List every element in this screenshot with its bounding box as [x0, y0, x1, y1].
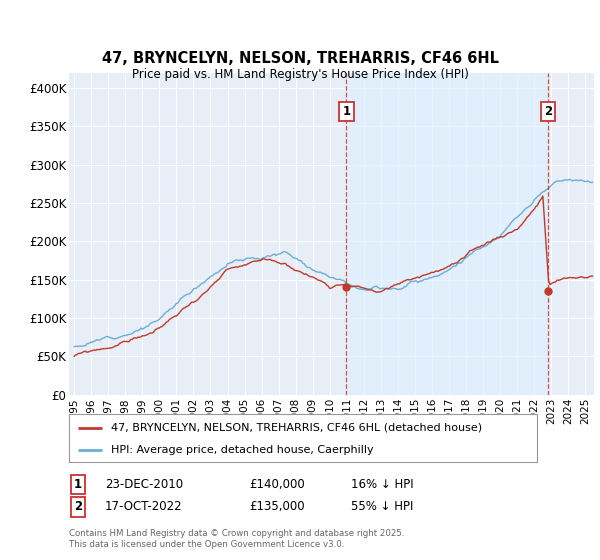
Text: 1: 1	[343, 105, 350, 118]
Text: 1: 1	[74, 478, 82, 491]
Text: 2: 2	[74, 500, 82, 514]
Text: £135,000: £135,000	[249, 500, 305, 514]
Text: £140,000: £140,000	[249, 478, 305, 491]
Text: HPI: Average price, detached house, Caerphilly: HPI: Average price, detached house, Caer…	[111, 445, 374, 455]
Text: 16% ↓ HPI: 16% ↓ HPI	[351, 478, 413, 491]
Text: Price paid vs. HM Land Registry's House Price Index (HPI): Price paid vs. HM Land Registry's House …	[131, 68, 469, 81]
Text: 47, BRYNCELYN, NELSON, TREHARRIS, CF46 6HL: 47, BRYNCELYN, NELSON, TREHARRIS, CF46 6…	[101, 50, 499, 66]
Text: 2: 2	[544, 105, 552, 118]
Text: 55% ↓ HPI: 55% ↓ HPI	[351, 500, 413, 514]
Text: 23-DEC-2010: 23-DEC-2010	[105, 478, 183, 491]
Text: 47, BRYNCELYN, NELSON, TREHARRIS, CF46 6HL (detached house): 47, BRYNCELYN, NELSON, TREHARRIS, CF46 6…	[111, 423, 482, 433]
Text: 17-OCT-2022: 17-OCT-2022	[105, 500, 182, 514]
Text: Contains HM Land Registry data © Crown copyright and database right 2025.
This d: Contains HM Land Registry data © Crown c…	[69, 529, 404, 549]
Bar	[346, 73, 548, 395]
